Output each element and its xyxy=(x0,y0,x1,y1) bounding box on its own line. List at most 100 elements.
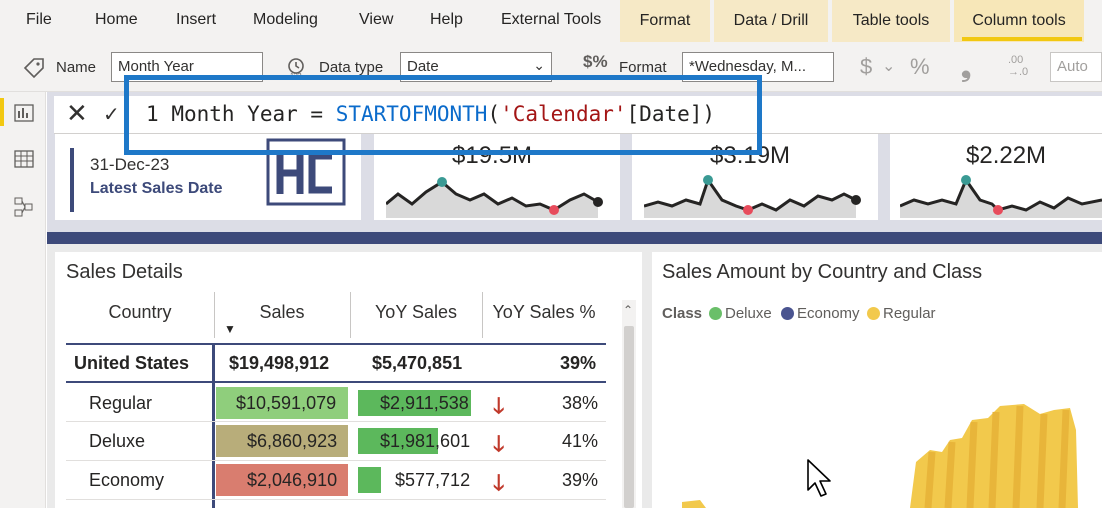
sales-cell-fill-regular xyxy=(216,387,348,419)
menu-help[interactable]: Help xyxy=(430,11,463,28)
tab-data-drill[interactable]: Data / Drill xyxy=(714,0,828,42)
column-separator xyxy=(350,292,351,338)
formula-table-ref: 'Calendar' xyxy=(500,102,627,126)
close-icon[interactable]: ✕ xyxy=(66,98,88,128)
tab-column-tools[interactable]: Column tools xyxy=(954,0,1084,42)
yoy-databar-economy xyxy=(358,467,381,493)
kpi-sales-value: $19.5M xyxy=(452,142,533,169)
chart-title: Sales Amount by Country and Class xyxy=(662,261,983,283)
row-sales: $6,860,923 xyxy=(247,431,338,451)
decimal-bottom: →.0 xyxy=(1008,66,1029,78)
sales-details-table xyxy=(55,252,642,508)
menu-file[interactable]: File xyxy=(26,11,52,28)
row-country: Economy xyxy=(89,470,165,490)
kpi-sparkline-1 xyxy=(386,177,603,218)
row-divider xyxy=(66,460,606,461)
table-scrollbar-thumb[interactable] xyxy=(624,326,634,508)
decimal-places-icon[interactable]: .00 →.0 xyxy=(1008,54,1028,78)
sales-cell-fill-economy xyxy=(216,464,348,496)
mouse-cursor-icon xyxy=(807,459,831,497)
decimal-places-field[interactable]: Auto xyxy=(1050,52,1102,82)
formula-column-name: Month Year xyxy=(171,102,298,126)
formula-function: STARTOFMONTH xyxy=(335,102,488,126)
currency-icon[interactable]: $ xyxy=(860,54,873,79)
chevron-down-icon: ⌄ xyxy=(533,57,545,73)
datatype-value: Date xyxy=(407,58,439,75)
header-yoy-sales[interactable]: YoY Sales xyxy=(374,302,458,322)
menu-view[interactable]: View xyxy=(359,11,394,28)
header-sales[interactable]: Sales xyxy=(259,302,305,322)
menu-insert[interactable]: Insert xyxy=(176,11,217,28)
company-logo xyxy=(266,138,346,206)
country-column-divider xyxy=(212,343,215,508)
menu-modeling[interactable]: Modeling xyxy=(253,11,318,28)
legend-economy[interactable]: Economy xyxy=(797,305,860,322)
header-country[interactable]: Country xyxy=(108,302,172,322)
formula-highlight-box xyxy=(124,75,762,155)
column-separator xyxy=(482,292,483,338)
menu-home[interactable]: Home xyxy=(95,11,138,28)
formula-close-paren: ) xyxy=(702,102,716,126)
formula-input[interactable]: 1 Month Year = STARTOFMONTH('Calendar'[D… xyxy=(146,102,715,126)
sort-descending-icon[interactable]: ▼ xyxy=(224,322,236,336)
scroll-up-icon[interactable]: ⌃ xyxy=(623,303,634,317)
row-yoy-pct: 41% xyxy=(562,431,599,451)
column-separator xyxy=(214,292,215,338)
formula-bar xyxy=(54,96,1102,134)
down-arrow-icon: 🡓 xyxy=(493,431,505,456)
legend-dot-economy xyxy=(781,307,794,320)
row-yoy-pct: 38% xyxy=(562,393,599,413)
sales-cell-fill-deluxe xyxy=(216,425,348,457)
report-view-icon[interactable] xyxy=(14,104,34,122)
legend-title: Class xyxy=(662,305,703,322)
total-yoy-pct: 39% xyxy=(560,353,597,373)
row-divider xyxy=(66,421,606,422)
kpi-yoy-value: $3.19M xyxy=(710,142,791,169)
menu-external-tools[interactable]: External Tools xyxy=(501,11,602,28)
tab-table-tools[interactable]: Table tools xyxy=(832,0,950,42)
model-view-icon[interactable] xyxy=(14,196,34,218)
latest-date-label: Latest Sales Date xyxy=(90,180,223,197)
active-tab-indicator xyxy=(962,37,1082,41)
row-yoy: $577,712 xyxy=(395,470,471,490)
header-yoy-sales-pct[interactable]: YoY Sales % xyxy=(492,302,596,322)
comma-icon[interactable]: ❟ xyxy=(961,52,972,82)
formula-line-number: 1 xyxy=(146,102,159,126)
row-country: Regular xyxy=(89,393,153,413)
row-yoy-pct: 39% xyxy=(562,470,599,490)
latest-date-value: 31-Dec-23 xyxy=(90,155,170,174)
kpi-sparkline-2 xyxy=(644,175,861,218)
formula-equals: = xyxy=(310,102,324,126)
legend-deluxe[interactable]: Deluxe xyxy=(725,305,772,322)
format-label: Format xyxy=(619,59,667,76)
kpi-sparkline-3 xyxy=(900,175,1102,218)
section-band xyxy=(47,232,1102,244)
percent-icon[interactable]: % xyxy=(910,54,930,79)
down-arrow-icon: 🡓 xyxy=(493,470,505,495)
legend-regular[interactable]: Regular xyxy=(883,305,936,322)
name-label: Name xyxy=(56,59,97,76)
kpi-accent-bar xyxy=(70,148,74,212)
row-country: Deluxe xyxy=(89,431,146,451)
row-yoy: $1,981,601 xyxy=(380,431,471,451)
datatype-label: Data type xyxy=(319,59,384,76)
chart-area-regular xyxy=(682,404,1078,508)
tag-icon xyxy=(23,58,44,79)
yoy-databar-deluxe xyxy=(358,428,438,454)
format-value: *Wednesday, M... xyxy=(689,58,806,75)
kpi-third-value: $2.22M xyxy=(966,142,1047,169)
table-view-icon[interactable] xyxy=(14,150,34,168)
total-country: United States xyxy=(74,353,190,373)
chevron-down-icon[interactable]: ⌄ xyxy=(882,58,896,75)
down-arrow-icon: 🡓 xyxy=(493,393,505,418)
check-icon[interactable]: ✓ xyxy=(103,104,120,126)
total-sales: $19,498,912 xyxy=(229,353,330,373)
yoy-databar-regular xyxy=(358,390,471,416)
total-yoy: $5,470,851 xyxy=(372,353,463,373)
menu-bar: File Home Insert Modeling View Help Exte… xyxy=(0,0,1102,42)
tab-format[interactable]: Format xyxy=(620,0,710,42)
format-icon: $% xyxy=(583,52,608,71)
active-view-indicator xyxy=(0,98,4,126)
formula-column-ref: [Date] xyxy=(626,102,703,126)
